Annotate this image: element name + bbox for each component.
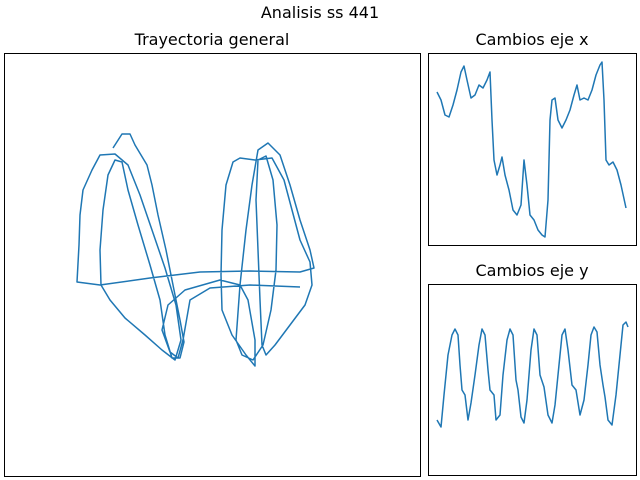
- axes-title: Cambios eje y: [475, 261, 588, 280]
- figure-title: Analisis ss 441: [261, 3, 379, 22]
- axes-title: Cambios eje x: [475, 30, 588, 49]
- data-line: [436, 61, 627, 238]
- axes-frame: [4, 53, 421, 477]
- axes-frame: [428, 53, 637, 246]
- data-line: [76, 133, 315, 367]
- data-line: [436, 321, 629, 428]
- axes-title: Trayectoria general: [134, 30, 290, 49]
- axes-frame: [428, 284, 637, 476]
